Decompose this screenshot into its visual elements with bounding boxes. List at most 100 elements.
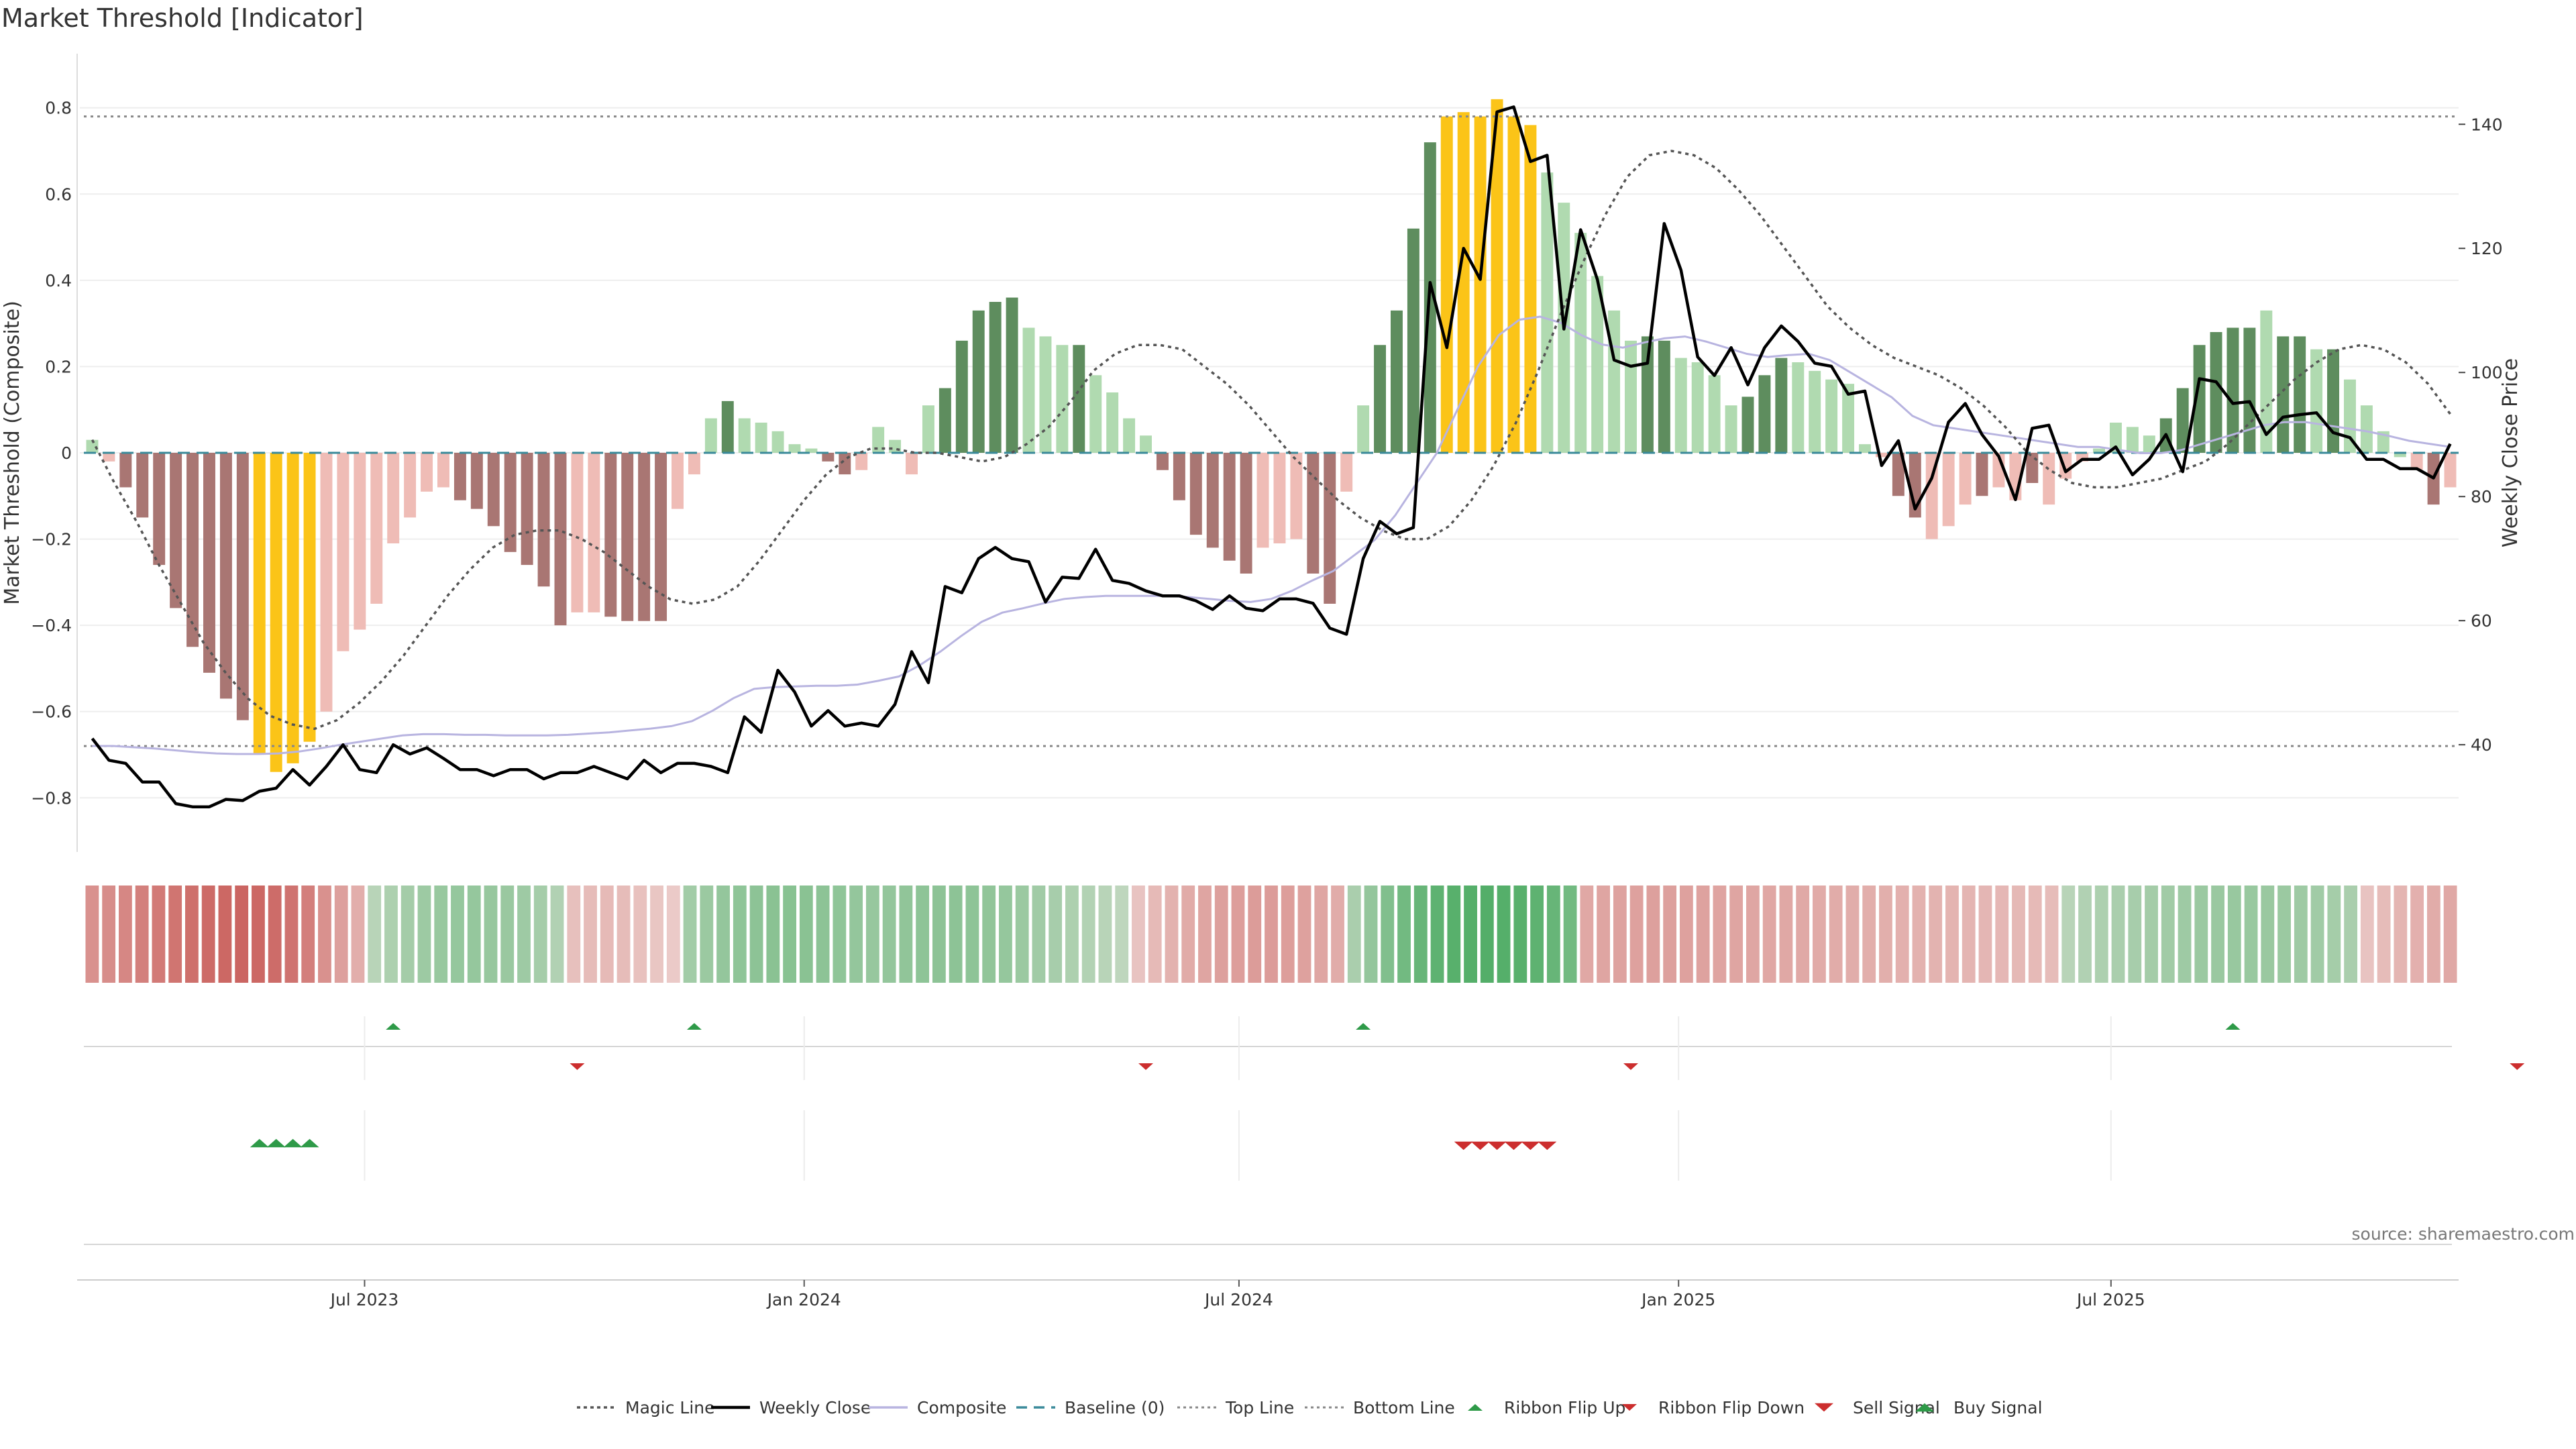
composite-bar: [855, 453, 868, 470]
ribbon-cell: [1032, 885, 1046, 983]
ribbon-cell: [1679, 885, 1693, 983]
ribbon-cell: [1347, 885, 1361, 983]
ribbon-cell: [766, 885, 780, 983]
ribbon-cell: [783, 885, 796, 983]
ribbon-cell: [1331, 885, 1344, 983]
composite-bar: [1674, 358, 1687, 453]
composite-bar: [153, 453, 166, 566]
legend-label: Ribbon Flip Up: [1504, 1398, 1625, 1417]
ribbon-cell: [168, 885, 182, 983]
ribbon-cell: [600, 885, 614, 983]
composite-bar: [170, 453, 182, 608]
ribbon-cell: [2145, 885, 2158, 983]
composite-bar: [655, 453, 667, 621]
composite-bar: [1223, 453, 1236, 561]
composite-bar: [1407, 228, 1419, 453]
composite-bar: [805, 448, 818, 453]
composite-bar: [1809, 370, 1821, 453]
composite-bar: [1273, 453, 1286, 543]
sell-signal-marker: [1487, 1141, 1507, 1150]
composite-bar: [1875, 453, 1888, 458]
ribbon-cell: [2061, 885, 2076, 983]
ribbon-flip-up-marker: [2225, 1023, 2241, 1030]
ribbon-cell: [2410, 885, 2424, 983]
composite-bar: [1541, 172, 1554, 453]
ribbon-cell: [1779, 885, 1793, 983]
composite-bar: [1658, 340, 1670, 453]
ribbon-cell: [1713, 885, 1727, 983]
ribbon-cell: [1198, 885, 1212, 983]
ribbon-cell: [2194, 885, 2208, 983]
ribbon-cell: [932, 885, 946, 983]
composite-bar: [2043, 453, 2055, 505]
ribbon-cell: [1696, 885, 1710, 983]
composite-bar: [2093, 448, 2105, 453]
right-axis-label: Weekly Close Price: [2499, 358, 2522, 547]
left-tick-label: 0.8: [45, 99, 72, 118]
composite-bar: [2343, 379, 2356, 453]
main-panel: 0.8 0.6 0.4 0.2 0 −0.2 −0.4 −0.6 −0.8 140 120 100 80…: [31, 54, 2503, 852]
ribbon-cell: [1929, 885, 1943, 983]
composite-bar: [1240, 453, 1252, 574]
legend-swatch-flip-down: [1622, 1404, 1637, 1411]
ribbon-cell: [1447, 885, 1461, 983]
ribbon-cell: [2094, 885, 2108, 983]
ribbon-cell: [1049, 885, 1063, 983]
composite-bar: [2210, 332, 2222, 453]
x-tick-label: Jul 2023: [329, 1290, 399, 1309]
ribbon-flip-down-marker: [1138, 1063, 1154, 1070]
ribbon-cell: [2128, 885, 2142, 983]
composite-bar: [1474, 116, 1487, 453]
ribbon-cell: [1231, 885, 1245, 983]
composite-bar: [86, 439, 99, 453]
left-axis-label: Market Threshold (Composite): [1, 301, 24, 605]
ribbon-cell: [550, 885, 564, 983]
composite-bar: [1140, 435, 1152, 453]
ribbon-cell: [2227, 885, 2241, 983]
ribbon-cell: [135, 885, 149, 983]
ribbon-cell: [185, 885, 199, 983]
composite-bar: [470, 453, 483, 509]
source-text: source: sharemaestro.com: [2352, 1224, 2575, 1244]
ribbon-cell: [1762, 885, 1776, 983]
composite-bar: [822, 453, 835, 462]
ribbon-flip-down-marker: [1623, 1063, 1638, 1070]
ribbon-cell: [882, 885, 896, 983]
ribbon-cell: [1945, 885, 1959, 983]
ribbon-cell: [865, 885, 879, 983]
composite-bar: [2226, 327, 2239, 453]
weekly-close-line: [91, 105, 2452, 808]
ribbon-cell: [1281, 885, 1295, 983]
ribbon-cell: [1829, 885, 1843, 983]
legend-swatch-buy: [1915, 1403, 1934, 1412]
composite-bar: [1156, 453, 1169, 470]
composite-bar: [1457, 112, 1470, 453]
ribbon-flip-panel: [84, 1023, 2525, 1070]
legend-item: Weekly Close: [711, 1398, 871, 1417]
composite-bar: [2327, 349, 2340, 453]
composite-bar: [1842, 384, 1855, 453]
composite-bar: [1859, 444, 1871, 453]
composite-bar: [303, 453, 316, 742]
ribbon-cell: [1413, 885, 1428, 983]
x-tick-label: Jan 2024: [766, 1290, 841, 1309]
composite-bar: [872, 427, 885, 453]
ribbon-cell: [1796, 885, 1810, 983]
buy-signal-marker: [283, 1138, 303, 1148]
ribbon-cell: [2294, 885, 2308, 983]
composite-bar: [337, 453, 350, 651]
ribbon-cell: [1746, 885, 1760, 983]
composite-bar: [989, 302, 1002, 453]
composite-bar: [1691, 362, 1704, 453]
ribbon-cell: [1580, 885, 1594, 983]
composite-bar: [1189, 453, 1202, 535]
ribbon-cell: [2426, 885, 2440, 983]
ribbon-cell: [2344, 885, 2357, 983]
ribbon-cell: [1165, 885, 1179, 983]
composite-bar: [1725, 405, 1737, 453]
composite-bar: [1374, 345, 1387, 453]
composite-bar: [738, 418, 751, 453]
ribbon-cell: [2244, 885, 2258, 983]
ribbon-cell: [2178, 885, 2192, 983]
composite-bar: [136, 453, 149, 518]
